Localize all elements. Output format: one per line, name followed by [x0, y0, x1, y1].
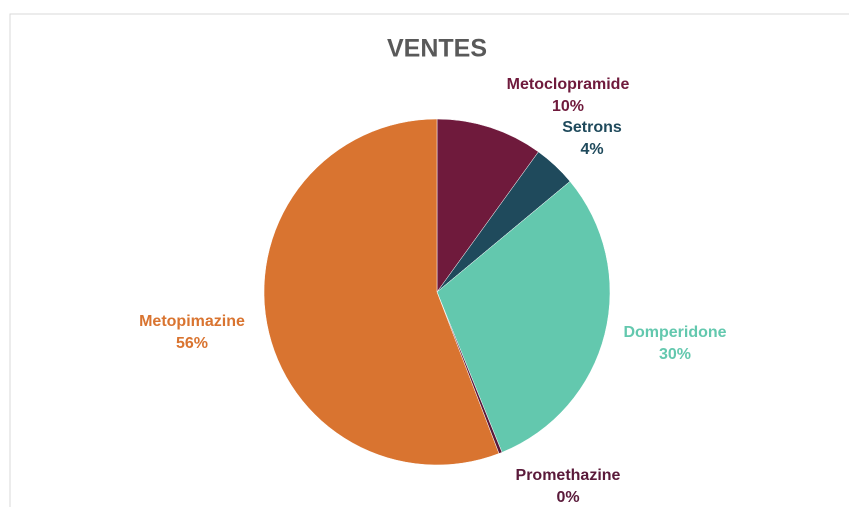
- pie-slice: [436, 118, 539, 293]
- slice-value-label: 30%: [659, 346, 691, 363]
- slice-value-label: 4%: [580, 141, 603, 158]
- slice-label: Promethazine: [516, 467, 621, 484]
- slice-label: Domperidone: [623, 324, 726, 341]
- slice-value-label: 56%: [176, 335, 208, 352]
- slice-label: Metopimazine: [139, 313, 245, 330]
- slice-label: Setrons: [562, 119, 622, 136]
- slice-label: Metoclopramide: [507, 76, 630, 93]
- slice-value-label: 10%: [552, 98, 584, 115]
- pie-slice: [436, 181, 611, 453]
- slice-value-label: 0%: [556, 489, 579, 506]
- chart-title: VENTES: [387, 35, 487, 63]
- pie-slice: [263, 118, 500, 466]
